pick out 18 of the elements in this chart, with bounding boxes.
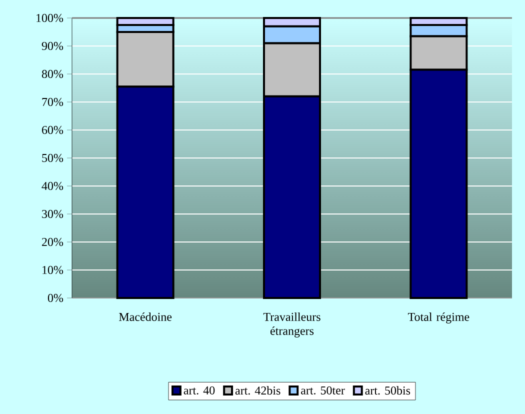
y-tick-label: 10% [42, 266, 64, 274]
legend-label: art. 50bis [365, 386, 410, 395]
y-tick-label: 90% [42, 42, 64, 50]
legend-label: art. 40 [184, 386, 215, 395]
legend-label: art. 50ter [301, 386, 345, 395]
y-tick-label: 100% [36, 14, 64, 22]
y-tick-label: 80% [42, 70, 64, 78]
y-tick-label: 50% [42, 154, 64, 162]
y-tick-label: 60% [42, 126, 64, 134]
y-tick-label: 70% [42, 98, 64, 106]
x-tick-label: Travailleurs étrangers [263, 312, 320, 338]
y-tick-label: 0% [48, 294, 64, 302]
y-tick-label: 20% [42, 238, 64, 246]
y-tick-label: 40% [42, 182, 64, 190]
y-tick-label: 30% [42, 210, 64, 218]
legend-label: art. 42bis [235, 386, 280, 395]
x-tick-label: Macédoine [119, 312, 172, 321]
x-tick-label: Total régime [408, 312, 470, 324]
